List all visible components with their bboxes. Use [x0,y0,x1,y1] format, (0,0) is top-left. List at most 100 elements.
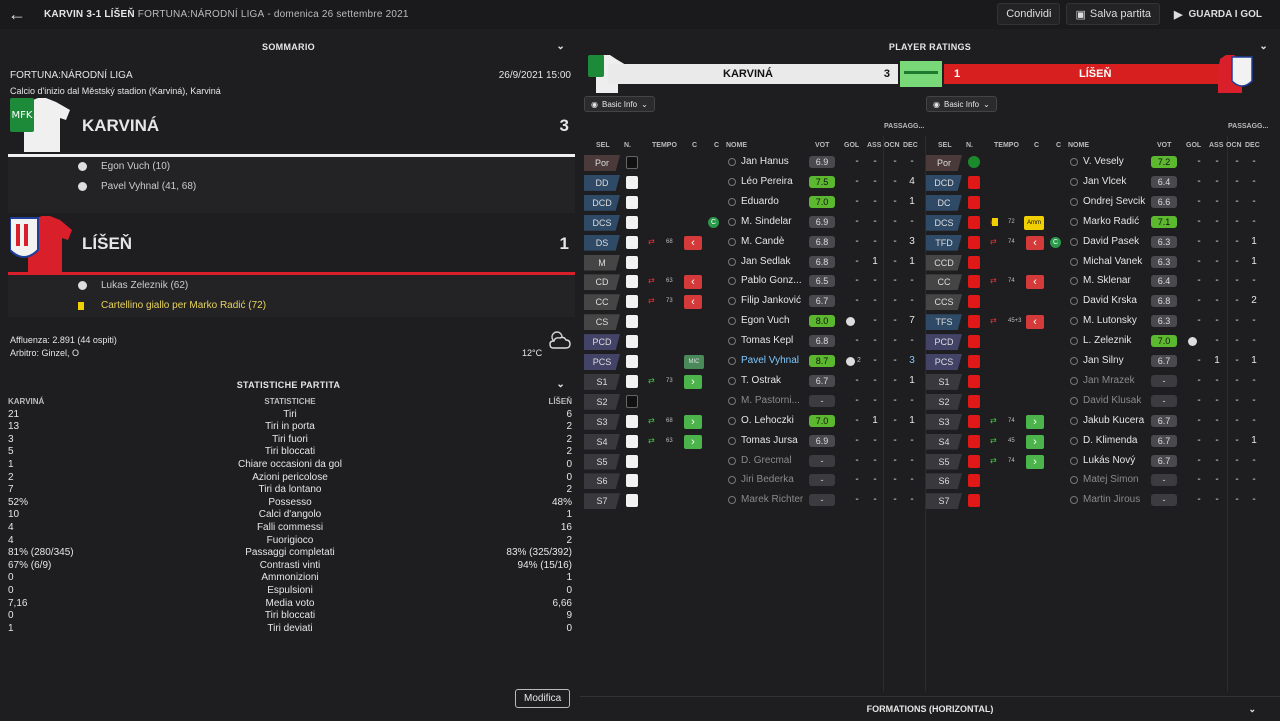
away-player-name[interactable]: David Klusak [1083,394,1142,406]
sub-in-arrow-icon[interactable]: › [1026,434,1044,449]
home-player-name[interactable]: Tomas Kepl [741,335,794,347]
away-player-name[interactable]: L. Zeleznik [1083,335,1132,347]
home-dec: 1 [909,374,915,386]
stat-label: Possesso [268,496,312,508]
home-player-name[interactable]: Jiri Bederka [741,474,794,486]
home-col-nome[interactable]: NOME [726,142,747,149]
home-col-ocn[interactable]: OCN [884,142,900,149]
home-player-name[interactable]: Pablo Gonz... [741,275,802,287]
edit-button[interactable]: Modifica [515,689,571,708]
away-player-name[interactable]: Jan Mrazek [1083,374,1135,386]
home-player-name[interactable]: O. Lehoczki [741,414,794,426]
watch-goals-button[interactable]: ▶ GUARDA I GOL [1166,3,1270,25]
home-player-name[interactable]: Egon Vuch [741,315,790,327]
home-player-name[interactable]: Filip Janković [741,295,802,307]
person-icon [1070,158,1078,166]
chevron-down-icon[interactable]: ⌄ [556,379,565,390]
away-position-badge: TFD [926,234,962,251]
back-arrow-icon[interactable]: ← [8,4,26,24]
away-player-name[interactable]: Lukás Nový [1083,454,1136,466]
away-player-name[interactable]: M. Lutonsky [1083,315,1137,327]
home-col-sel[interactable]: SEL [596,142,610,149]
sub-in-arrow-icon[interactable]: › [684,434,702,449]
home-col-c[interactable]: C [692,142,698,149]
away-player-name[interactable]: Marko Radić [1083,215,1140,227]
sub-out-arrow-icon[interactable]: ‹ [684,235,702,250]
sub-in-arrow-icon[interactable]: › [684,414,702,429]
away-filter-dropdown[interactable]: ◉ Basic Info ⌄ [926,96,997,112]
home-player-name[interactable]: D. Grecmal [741,454,792,466]
home-col-tempo[interactable]: TEMPO [652,142,677,149]
away-col-nome[interactable]: NOME [1068,142,1089,149]
home-player-name[interactable]: Tomas Jursa [741,434,798,446]
sub-in-arrow-icon[interactable]: › [1026,414,1044,429]
sub-out-arrow-icon[interactable]: ‹ [1026,315,1044,330]
away-player-name[interactable]: M. Sklenar [1083,275,1131,287]
away-col-gol[interactable]: GOL [1186,142,1202,149]
away-player-name[interactable]: Ondrej Sevcik [1083,195,1146,207]
away-player-name[interactable]: V. Vesely [1083,156,1124,167]
sub-out-arrow-icon[interactable]: ‹ [1026,275,1044,290]
stats-header[interactable]: STATISTICHE PARTITA ⌄ [0,374,577,396]
home-player-name[interactable]: M. Sindelar [741,215,792,227]
sub-out-arrow-icon[interactable]: ‹ [684,295,702,310]
away-col-tempo[interactable]: TEMPO [994,142,1019,149]
home-col-dec[interactable]: DEC [903,142,918,149]
player-ratings-panel: PLAYER RATINGS ⌄ KARVINÁ 3 1 LÍŠEŇ ◉ Basic… [580,36,1280,720]
stat-label: Tiri fuori [272,433,308,445]
away-position-badge: Por [926,155,962,171]
away-position-badge: S3 [926,413,962,430]
home-shirt-icon [626,195,638,209]
away-col-sel[interactable]: SEL [938,142,952,149]
away-col-c[interactable]: C [1034,142,1040,149]
sub-in-arrow-icon[interactable]: › [684,374,702,389]
home-ocn: - [893,374,897,386]
away-player-name[interactable]: Jan Silny [1083,355,1124,366]
summary-header[interactable]: SOMMARIO ⌄ [0,36,577,58]
home-player-name[interactable]: Eduardo [741,195,779,207]
away-player-name[interactable]: David Krska [1083,295,1137,307]
formations-header[interactable]: FORMATIONS (HORIZONTAL) ⌄ [580,696,1280,720]
away-col-n[interactable]: N. [966,142,973,149]
sub-in-arrow-icon[interactable]: › [1026,454,1044,469]
away-player-name[interactable]: Michal Vanek [1083,255,1143,267]
away-col-c[interactable]: C [1056,142,1062,149]
away-col-ass[interactable]: ASS [1209,142,1224,149]
sub-out-arrow-icon[interactable]: ‹ [684,275,702,290]
home-col-ass[interactable]: ASS [867,142,882,149]
stats-header-row: KARVINÁ STATISTICHE LÍŠEŇ [8,396,572,409]
home-player-name[interactable]: Jan Sedlak [741,255,791,267]
share-button[interactable]: Condividi [997,3,1061,25]
home-player-name[interactable]: Jan Hanus [741,156,789,167]
home-player-name[interactable]: Pavel Vyhnal [741,355,799,366]
home-player-name[interactable]: T. Ostrak [741,374,782,386]
home-player-name[interactable]: M. Candè [741,235,785,247]
away-player-name[interactable]: Jakub Kucera [1083,414,1145,426]
home-col-c[interactable]: C [714,142,720,149]
away-col-dec[interactable]: DEC [1245,142,1260,149]
home-divider [8,154,575,157]
home-col-vot[interactable]: VOT [815,142,830,149]
chevron-down-icon[interactable]: ⌄ [556,41,565,52]
away-player-name[interactable]: Martin Jirous [1083,494,1141,506]
away-col-vot[interactable]: VOT [1157,142,1172,149]
home-col-gol[interactable]: GOL [844,142,860,149]
home-player-name[interactable]: M. Pastorni... [741,394,800,406]
away-player-name[interactable]: Matej Simon [1083,474,1139,486]
sub-out-arrow-icon[interactable]: ‹ [1026,235,1044,250]
home-col-n[interactable]: N. [624,142,631,149]
away-col-ocn[interactable]: OCN [1226,142,1242,149]
chevron-down-icon[interactable]: ⌄ [1259,41,1268,52]
away-player-name[interactable]: Jan Vlcek [1083,175,1127,187]
save-match-button[interactable]: ▣ Salva partita [1066,3,1161,25]
home-filter-dropdown[interactable]: ◉ Basic Info ⌄ [584,96,655,112]
home-player-name[interactable]: Léo Pereira [741,175,793,187]
home-goal-count: 2 [857,357,861,364]
ratings-header[interactable]: PLAYER RATINGS ⌄ [580,36,1280,58]
away-player-name[interactable]: D. Klimenda [1083,434,1138,446]
away-player-name[interactable]: David Pasek [1083,235,1140,247]
home-sub-minute: 73 [666,377,673,384]
chevron-down-icon[interactable]: ⌄ [1248,704,1256,714]
home-player-name[interactable]: Marek Richter [741,494,804,506]
away-ass: - [1215,275,1219,287]
